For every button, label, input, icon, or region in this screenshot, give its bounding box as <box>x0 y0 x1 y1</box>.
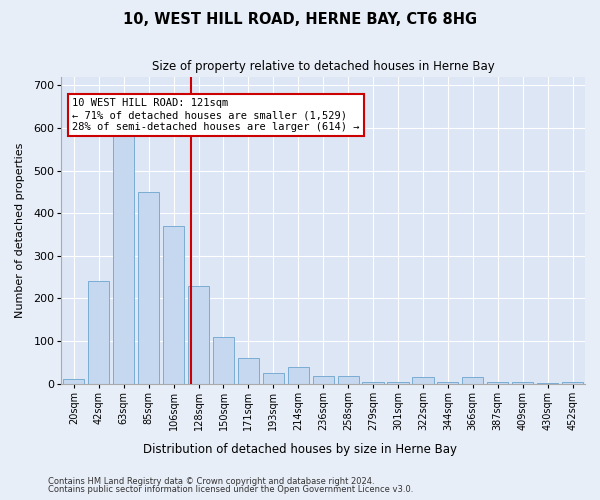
Bar <box>562 382 583 384</box>
Text: Distribution of detached houses by size in Herne Bay: Distribution of detached houses by size … <box>143 442 457 456</box>
Text: 10 WEST HILL ROAD: 121sqm
← 71% of detached houses are smaller (1,529)
28% of se: 10 WEST HILL ROAD: 121sqm ← 71% of detac… <box>72 98 359 132</box>
Bar <box>263 373 284 384</box>
Bar <box>437 382 458 384</box>
Bar <box>362 382 383 384</box>
Bar <box>138 192 159 384</box>
Bar <box>462 378 484 384</box>
Bar <box>487 382 508 384</box>
Bar <box>113 120 134 384</box>
Bar <box>238 358 259 384</box>
Bar <box>338 376 359 384</box>
Bar <box>163 226 184 384</box>
Title: Size of property relative to detached houses in Herne Bay: Size of property relative to detached ho… <box>152 60 494 73</box>
Bar <box>63 378 85 384</box>
Y-axis label: Number of detached properties: Number of detached properties <box>15 142 25 318</box>
Bar <box>188 286 209 384</box>
Bar <box>213 337 234 384</box>
Text: 10, WEST HILL ROAD, HERNE BAY, CT6 8HG: 10, WEST HILL ROAD, HERNE BAY, CT6 8HG <box>123 12 477 28</box>
Bar <box>412 378 434 384</box>
Bar <box>512 382 533 384</box>
Bar <box>388 382 409 384</box>
Bar <box>287 366 309 384</box>
Text: Contains HM Land Registry data © Crown copyright and database right 2024.: Contains HM Land Registry data © Crown c… <box>48 477 374 486</box>
Text: Contains public sector information licensed under the Open Government Licence v3: Contains public sector information licen… <box>48 485 413 494</box>
Bar <box>313 376 334 384</box>
Bar <box>88 282 109 384</box>
